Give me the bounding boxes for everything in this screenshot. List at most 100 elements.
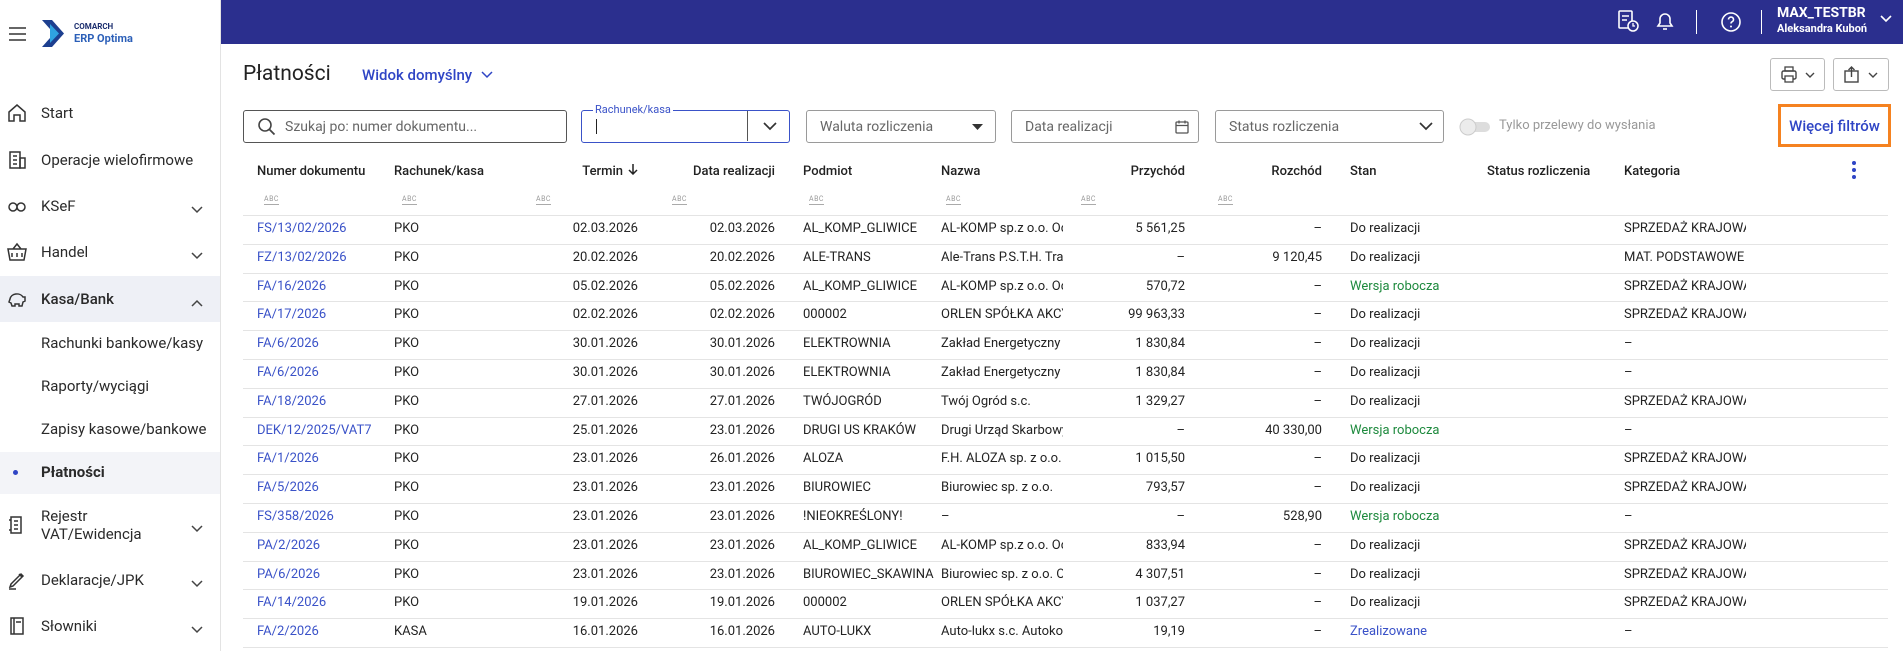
column-header[interactable]: Stan [1350, 164, 1480, 179]
column-header[interactable]: Status rozliczenia [1487, 164, 1617, 179]
submenu-item[interactable]: Raporty/wyciągi [41, 377, 150, 395]
cell: ELEKTROWNIA [803, 336, 891, 352]
submenu-item[interactable]: Zapisy kasowe/bankowe [41, 420, 207, 438]
menu-item[interactable]: Rejestr VAT/Ewidencja [0, 504, 220, 546]
document-link[interactable]: FA/2/2026 [257, 624, 319, 640]
chevron [190, 621, 204, 634]
document-link[interactable]: FA/18/2026 [257, 393, 327, 409]
column-filter-icon[interactable]: ABC [809, 195, 824, 205]
logo-mark [42, 20, 64, 47]
document-link[interactable]: FA/17/2026 [257, 307, 327, 323]
document-link[interactable]: FA/5/2026 [257, 480, 319, 496]
currency-field[interactable]: Waluta rozliczenia [806, 110, 996, 143]
document-link[interactable]: PA/6/2026 [257, 566, 321, 582]
user-name: Aleksandra Kuboń [1777, 22, 1868, 35]
column-filter-icon[interactable]: ABC [264, 195, 279, 205]
cell: 40 330,00 [1265, 422, 1322, 438]
document-link[interactable]: FA/6/2026 [257, 365, 319, 380]
column-header[interactable]: Rozchód [1212, 164, 1322, 179]
user-menu-chevron[interactable] [1879, 14, 1893, 24]
column-header[interactable]: Podmiot [803, 164, 935, 179]
cell: SPRZEDAŻ KRAJOWA [1624, 221, 1746, 236]
column-header[interactable]: Data realizacji [665, 164, 775, 179]
document-link[interactable]: DEK/12/2025/VAT7 [257, 422, 372, 438]
column-filter-icon[interactable]: ABC [1218, 195, 1233, 205]
cell: 23.01.2026 [572, 509, 638, 524]
cell: PKO [394, 566, 420, 582]
cell: 02.03.2026 [572, 221, 638, 236]
search-placeholder: Szukaj po: numer dokumentu... [285, 118, 478, 135]
column-filter-icon[interactable]: ABC [946, 195, 961, 205]
menu-item[interactable]: Deklaracje/JPK [0, 559, 220, 601]
sidebar: COMARCH ERP Optima Start Operacje wielofi… [0, 0, 221, 651]
cell: Wersja robocza [1350, 422, 1440, 438]
transfer-toggle[interactable] [1458, 118, 1494, 136]
column-header[interactable]: Nazwa [941, 164, 1063, 179]
submenu-item[interactable]: Rachunki bankowe/kasy [41, 334, 204, 352]
document-link[interactable]: FZ/13/02/2026 [257, 249, 347, 265]
column-menu[interactable] [1850, 160, 1858, 182]
document-link[interactable]: FA/6/2026 [257, 336, 319, 352]
cell: – [1313, 307, 1322, 323]
user-login[interactable]: MAX_TESTBR [1777, 5, 1866, 21]
document-link[interactable]: FA/16/2026 [257, 278, 327, 294]
cell: 20.02.2026 [709, 249, 775, 265]
row-line [243, 445, 1888, 447]
date-field[interactable]: Data realizacji [1011, 110, 1199, 143]
column-filter-icon[interactable]: ABC [672, 195, 687, 205]
column-header[interactable]: Kategoria [1624, 164, 1746, 179]
document-link[interactable]: FA/1/2026 [257, 451, 319, 467]
menu-button[interactable] [8, 26, 28, 42]
notifications-icon[interactable] [1653, 9, 1677, 33]
text-cursor [596, 119, 597, 134]
cell: – [1313, 537, 1322, 553]
document-link[interactable]: FS/358/2026 [257, 509, 334, 524]
search-field[interactable]: Szukaj po: numer dokumentu... [243, 110, 567, 143]
logo-brand: COMARCH [74, 22, 114, 31]
submenu-item[interactable]: Płatności [41, 463, 105, 481]
cell: Do realizacji [1350, 480, 1421, 496]
cell: AL_KOMP_GLIWICE [803, 221, 917, 236]
cell: Biurowiec sp. z o.o. Oc [941, 566, 1063, 582]
status-field[interactable]: Status rozliczenia [1215, 110, 1444, 143]
cell: 30.01.2026 [709, 365, 775, 380]
column-header[interactable]: Rachunek/kasa [394, 164, 514, 179]
column-header[interactable]: Numer dokumentu [257, 164, 377, 179]
view-selector[interactable]: Widok domyślny [362, 66, 494, 84]
cell: – [1176, 422, 1185, 438]
document-link[interactable]: PA/2/2026 [257, 537, 321, 553]
menu-item[interactable]: Słowniki [0, 605, 220, 647]
cell: AL-KOMP sp.z o.o. Od [941, 537, 1063, 553]
help-icon[interactable] [1719, 10, 1743, 34]
cell: 27.01.2026 [572, 393, 638, 409]
cell: – [941, 509, 950, 524]
column-header[interactable]: Termin [528, 164, 638, 179]
cell: 25.01.2026 [572, 422, 638, 438]
document-link[interactable]: FA/14/2026 [257, 595, 327, 611]
cell: – [1313, 566, 1322, 582]
cell: – [1313, 365, 1322, 380]
column-filter-icon[interactable]: ABC [536, 195, 551, 205]
cell: – [1176, 509, 1185, 524]
cell: SPRZEDAŻ KRAJOWA [1624, 451, 1746, 467]
export-button[interactable] [1833, 58, 1889, 91]
cell: MAT. PODSTAWOWE [1624, 249, 1745, 265]
menu-item[interactable]: Operacje wielofirmowe [0, 139, 220, 181]
menu-item[interactable]: Start [0, 92, 220, 134]
cell: – [1313, 595, 1322, 611]
currency-placeholder: Waluta rozliczenia [820, 118, 934, 135]
print-button[interactable] [1770, 58, 1825, 91]
menu-item[interactable]: KSeF [0, 185, 220, 227]
column-header-label: Rozchód [1271, 164, 1322, 179]
more-filters-button[interactable]: Więcej filtrów [1778, 104, 1891, 147]
document-link[interactable]: FS/13/02/2026 [257, 221, 347, 236]
menu-item[interactable]: Kasa/Bank [0, 278, 220, 320]
cell: 30.01.2026 [572, 365, 638, 380]
document-status-icon[interactable] [1616, 9, 1640, 33]
row-line [243, 416, 1888, 418]
column-header[interactable]: Przychód [1075, 164, 1185, 179]
column-filter-icon[interactable]: ABC [1081, 195, 1096, 205]
chevron [1419, 122, 1433, 131]
menu-item[interactable]: Handel [0, 231, 220, 273]
column-filter-icon[interactable]: ABC [402, 195, 417, 205]
